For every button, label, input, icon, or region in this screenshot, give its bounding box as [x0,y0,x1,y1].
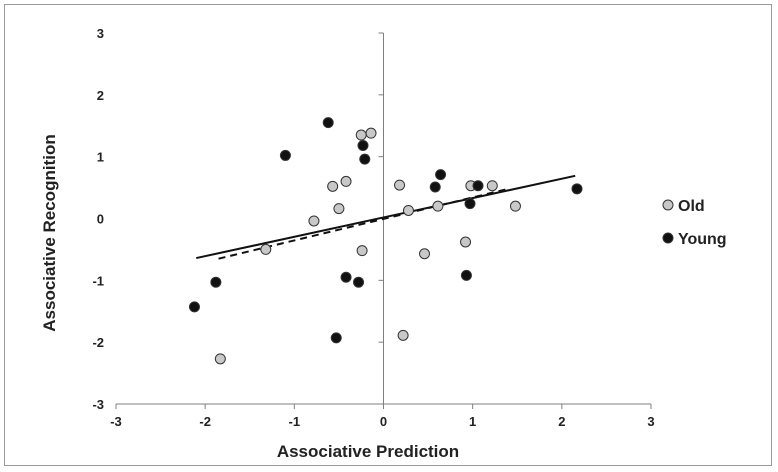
y-tick-label: -1 [92,273,104,288]
x-tick-label: 2 [558,414,565,429]
point-old [214,353,226,365]
point-old [260,243,272,255]
point-young [460,269,472,281]
axes: -3 -2 -1 0 1 2 3 3 2 1 0 -1 -2 -3 [92,26,654,429]
point-old [327,180,339,192]
x-tick-label: -3 [110,414,122,429]
trendline-young [196,174,576,260]
point-young [353,276,365,288]
point-old [397,329,409,341]
point-young [357,140,369,152]
point-old [355,129,367,141]
point-old [419,248,431,260]
y-tick-label: -3 [92,397,104,412]
point-young [330,332,342,344]
point-young [429,181,441,193]
y-tick-label: -2 [92,335,104,350]
point-young [340,271,352,283]
point-old [365,127,377,139]
point-old [356,245,368,257]
point-young [571,183,583,195]
point-old [486,180,498,192]
legend-marker-young [662,232,674,244]
legend-marker-old [662,199,674,211]
trendlines [196,174,576,260]
point-young [472,180,484,192]
point-old [394,179,406,191]
x-tick-label: 3 [647,414,654,429]
x-tick-label: 1 [469,414,476,429]
x-tick-label: -1 [289,414,301,429]
chart-frame [4,4,772,466]
point-young [188,301,200,313]
point-young [279,149,291,161]
x-tick-label: -2 [199,414,211,429]
point-old [308,215,320,227]
point-old [432,200,444,212]
point-young [322,117,334,129]
point-old [402,204,414,216]
point-old [509,200,521,212]
point-young [435,169,447,181]
y-axis-title: Associative Recognition [40,134,59,331]
legend: Old Young [662,198,727,248]
legend-label-old: Old [678,198,705,215]
x-tick-label: 0 [380,414,387,429]
y-tick-label: 2 [97,88,104,103]
x-axis-title: Associative Prediction [277,442,459,461]
y-tick-label: 0 [97,212,104,227]
point-young [464,198,476,210]
legend-label-young: Young [678,231,727,248]
point-old [340,175,352,187]
point-young [359,153,371,165]
y-tick-label: 1 [97,150,104,165]
y-tick-label: 3 [97,26,104,41]
point-old [460,236,472,248]
data-points [188,117,583,365]
point-young [210,276,222,288]
point-old [333,203,345,215]
